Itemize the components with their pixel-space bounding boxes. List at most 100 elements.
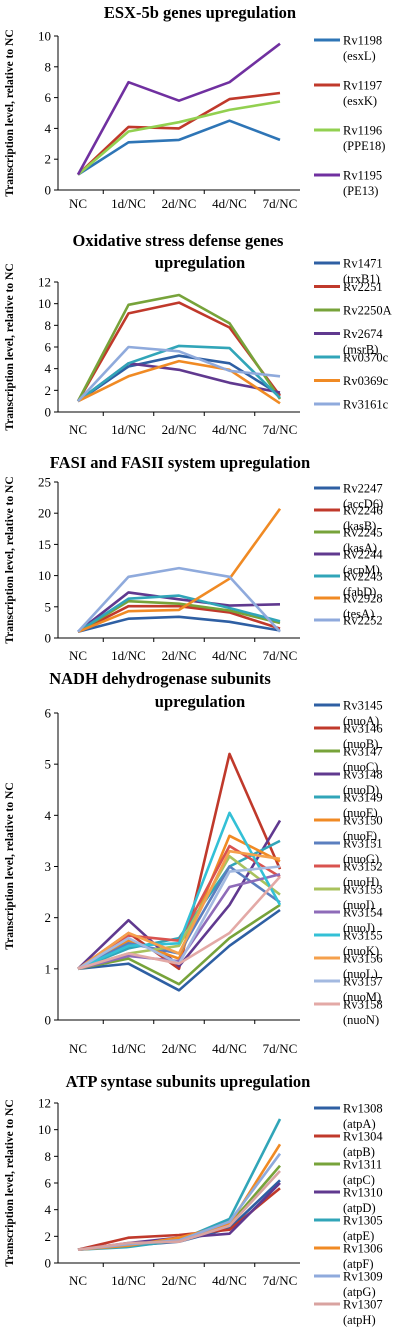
legend-label: Rv2250A <box>343 304 392 318</box>
series-line-rv3158 <box>77 875 281 971</box>
legend-sublabel: (atpB) <box>343 1145 375 1159</box>
y-tick-label: 15 <box>38 537 51 552</box>
y-axis-label: Transcription level, relative to NC <box>4 263 16 430</box>
y-tick-label: 4 <box>45 361 52 376</box>
y-tick-label: 10 <box>38 296 51 311</box>
legend-sublabel: (esxL) <box>343 49 376 63</box>
legend-sublabel: (atpD) <box>343 1201 376 1215</box>
legend-sublabel: (PPE18) <box>343 139 385 153</box>
series-line-rv1195 <box>76 42 281 176</box>
series-line-rv0370c <box>77 344 281 403</box>
legend-sublabel: (nuoN) <box>343 1013 379 1027</box>
series-line-rv2244 <box>77 591 281 633</box>
y-tick-label: 5 <box>45 599 52 614</box>
legend-sublabel: (nuoK) <box>343 944 379 958</box>
chart-panel-4: NADH dehydrogenase subunits upregulation 0… <box>4 669 383 1056</box>
y-tick-label: 0 <box>45 183 52 198</box>
legend-sublabel: (nuoJ) <box>343 921 375 935</box>
x-tick-label: NC <box>69 648 87 663</box>
legend-label: Rv3156 <box>343 952 383 966</box>
y-tick-label: 25 <box>38 475 51 490</box>
legend-label: Rv2243 <box>343 570 383 584</box>
x-tick-label: 7d/NC <box>263 1041 298 1056</box>
series-line-rv3161c <box>77 345 281 403</box>
legend-sublabel: (PE13) <box>343 184 378 198</box>
legend-sublabel: (nuoC) <box>343 760 378 774</box>
legend-label: Rv1195 <box>343 169 382 183</box>
y-tick-label: 3 <box>45 859 52 874</box>
x-tick-label: 2d/NC <box>162 1041 197 1056</box>
series-line-rv1307 <box>77 1170 281 1251</box>
series-line-rv1198 <box>77 119 281 176</box>
x-tick-label: 4d/NC <box>212 648 247 663</box>
series-line-rv2928 <box>77 508 282 634</box>
y-tick-label: 6 <box>45 1176 52 1191</box>
x-tick-label: 2d/NC <box>162 648 197 663</box>
legend-label: Rv2246 <box>343 504 383 518</box>
legend-label: Rv3154 <box>343 906 383 920</box>
y-tick-label: 12 <box>38 1096 51 1111</box>
y-tick-label: 0 <box>45 631 52 646</box>
x-tick-label: NC <box>69 1273 87 1288</box>
chart-title: ESX-5b genes upregulation <box>104 3 296 22</box>
x-tick-label: 4d/NC <box>212 422 247 437</box>
legend-label: Rv3155 <box>343 929 383 943</box>
legend-sublabel: (nuoD) <box>343 783 379 797</box>
x-tick-label: NC <box>69 1041 87 1056</box>
x-tick-label: 4d/NC <box>212 1041 247 1056</box>
y-tick-label: 0 <box>45 1013 52 1028</box>
y-tick-label: 1 <box>45 961 52 976</box>
legend-label: Rv3158 <box>343 998 383 1012</box>
chart-title-line-2: upregulation <box>155 692 245 711</box>
x-tick-label: 7d/NC <box>263 422 298 437</box>
series-line-rv3155 <box>77 811 282 970</box>
x-tick-label: 4d/NC <box>212 1273 247 1288</box>
y-tick-label: 4 <box>45 121 52 136</box>
chart-panel-3: FASI and FASII system upregulation 0 5 10 15… <box>4 453 383 663</box>
legend-sublabel: (nuoF) <box>343 829 377 843</box>
legend-sublabel: (atpG) <box>343 1285 376 1299</box>
y-axis-label: Transcription level, relative to NC <box>4 476 16 643</box>
legend-label: Rv1305 <box>343 1214 383 1228</box>
legend-label: Rv2245 <box>343 526 383 540</box>
legend-label: Rv1198 <box>343 34 382 48</box>
y-tick-label: 2 <box>45 1229 52 1244</box>
legend-sublabel: (trxB1) <box>343 272 380 286</box>
y-tick-label: 0 <box>45 1256 52 1271</box>
legend-label: Rv1307 <box>343 1298 383 1312</box>
x-tick-label: 1d/NC <box>111 196 146 211</box>
legend-sublabel: (nuoG) <box>343 852 379 866</box>
legend-label: Rv3157 <box>343 975 383 989</box>
x-tick-label: 1d/NC <box>111 648 146 663</box>
legend-sublabel: (atpH) <box>343 1313 376 1327</box>
chart-title-line-1: Oxidative stress defense genes <box>73 231 285 250</box>
legend-label: Rv1304 <box>343 1130 383 1144</box>
legend-label: Rv1309 <box>343 1270 383 1284</box>
legend-sublabel: (nuoI) <box>343 898 374 912</box>
legend-sublabel: (acpM) <box>343 563 380 577</box>
x-tick-label: 7d/NC <box>263 196 298 211</box>
y-tick-label: 4 <box>45 808 52 823</box>
series-line-rv3148 <box>77 819 282 970</box>
legend-label: Rv3152 <box>343 860 383 874</box>
y-axis-label: Transcription level, relative to NC <box>4 782 16 949</box>
y-tick-label: 6 <box>45 706 52 721</box>
legend-label: Rv1311 <box>343 1158 382 1172</box>
y-tick-label: 6 <box>45 90 52 105</box>
y-tick-label: 4 <box>45 1202 52 1217</box>
legend-sublabel: (nuoE) <box>343 806 378 820</box>
legend-sublabel: (tesA) <box>343 607 374 621</box>
legend-sublabel: (atpF) <box>343 1257 374 1271</box>
y-tick-label: 2 <box>45 910 52 925</box>
legend-sublabel: (nuoH) <box>343 875 379 889</box>
legend-sublabel: (esxK) <box>343 94 377 108</box>
x-tick-label: NC <box>69 196 87 211</box>
series-line-rv3156 <box>77 849 281 970</box>
legend-label: Rv2928 <box>343 592 383 606</box>
legend-sublabel: (nuoM) <box>343 990 381 1004</box>
legend-label: Rv3151 <box>343 837 383 851</box>
y-tick-label: 10 <box>38 1122 51 1137</box>
y-tick-label: 12 <box>38 275 51 290</box>
x-tick-label: 2d/NC <box>162 1273 197 1288</box>
